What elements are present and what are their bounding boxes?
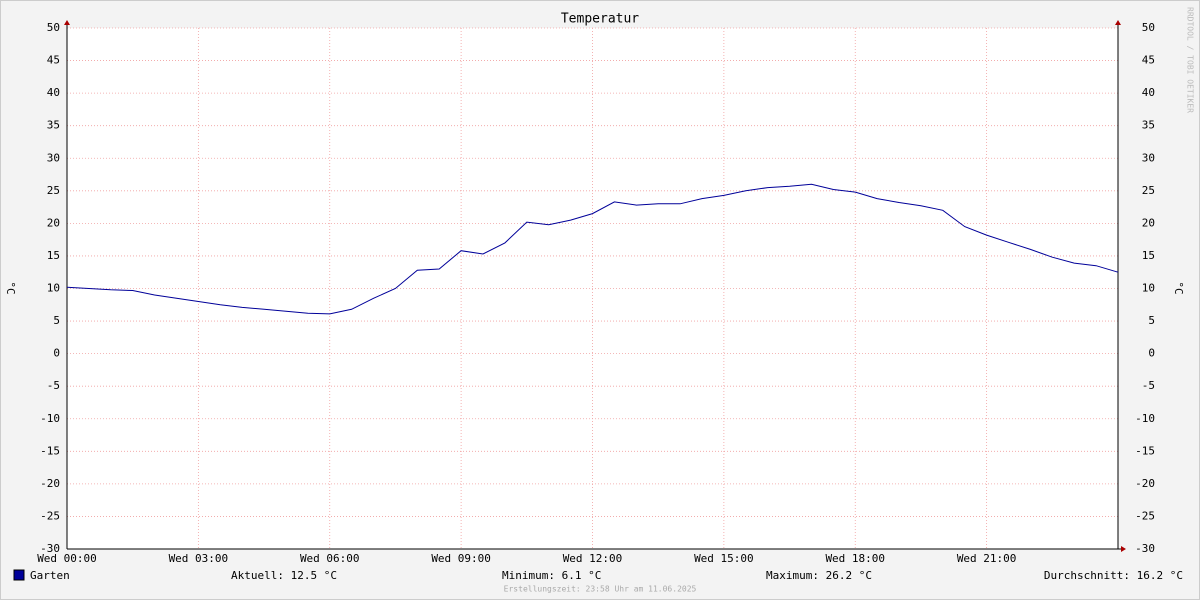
legend-stat: Minimum: 6.1 °C [502, 569, 601, 582]
x-tick-label: Wed 15:00 [694, 552, 754, 565]
x-tick-label: Wed 09:00 [431, 552, 491, 565]
legend-swatch [13, 569, 25, 581]
y-tick-label: -30 [40, 542, 60, 555]
y2-tick-label: 45 [1142, 54, 1155, 67]
y2-tick-label: -15 [1135, 444, 1155, 457]
y2-tick-label: 25 [1142, 184, 1155, 197]
y-tick-label: 50 [47, 21, 60, 34]
y2-tick-label: 15 [1142, 249, 1155, 262]
chart-title: Temperatur [561, 12, 639, 27]
axis-arrow [1115, 20, 1121, 25]
y-tick-label: 35 [47, 119, 60, 132]
y-tick-label: -5 [47, 379, 60, 392]
y-tick-label: -10 [40, 412, 60, 425]
x-tick-label: Wed 03:00 [169, 552, 229, 565]
y-tick-label: 5 [53, 314, 60, 327]
y-tick-label: 40 [47, 86, 60, 99]
y2-tick-label: -25 [1135, 509, 1155, 522]
y-tick-label: 25 [47, 184, 60, 197]
legend-stat: Aktuell: 12.5 °C [231, 569, 337, 582]
footer: Erstellungszeit: 23:58 Uhr am 11.06.2025 [504, 585, 697, 594]
x-tick-label: Wed 21:00 [957, 552, 1017, 565]
x-tick-label: Wed 06:00 [300, 552, 360, 565]
y2-tick-label: 10 [1142, 282, 1155, 295]
y-axis-label: °C [4, 281, 17, 294]
y2-tick-label: 40 [1142, 86, 1155, 99]
x-tick-label: Wed 00:00 [37, 552, 97, 565]
y2-tick-label: 35 [1142, 119, 1155, 132]
axis-arrow [1121, 546, 1126, 552]
legend-stat: Durchschnitt: 16.2 °C [1044, 569, 1183, 582]
y2-tick-label: 30 [1142, 151, 1155, 164]
y2-tick-label: 5 [1148, 314, 1155, 327]
y2-tick-label: 50 [1142, 21, 1155, 34]
x-tick-label: Wed 18:00 [825, 552, 885, 565]
y2-tick-label: -10 [1135, 412, 1155, 425]
y-tick-label: 30 [47, 151, 60, 164]
y-tick-label: 10 [47, 282, 60, 295]
line [66, 183, 1119, 315]
y-tick-label: -20 [40, 477, 60, 490]
y-tick-label: 20 [47, 216, 60, 229]
legend-label: Garten [30, 569, 70, 582]
y2-tick-label: 0 [1148, 347, 1155, 360]
y2-tick-label: -20 [1135, 477, 1155, 490]
y-tick-label: 0 [53, 347, 60, 360]
y2-tick-label: -5 [1142, 379, 1155, 392]
y-tick-label: -15 [40, 444, 60, 457]
watermark: RRDTOOL / TOBI OETIKER [1186, 7, 1195, 113]
y2-tick-label: -30 [1135, 542, 1155, 555]
y2-tick-label: 20 [1142, 216, 1155, 229]
legend-stat: Maximum: 26.2 °C [766, 569, 872, 582]
y-tick-label: -25 [40, 509, 60, 522]
axis-arrow [64, 20, 70, 25]
x-tick-label: Wed 12:00 [563, 552, 623, 565]
y-tick-label: 15 [47, 249, 60, 262]
y-tick-label: 45 [47, 54, 60, 67]
y2-axis-label: °C [1172, 281, 1185, 294]
